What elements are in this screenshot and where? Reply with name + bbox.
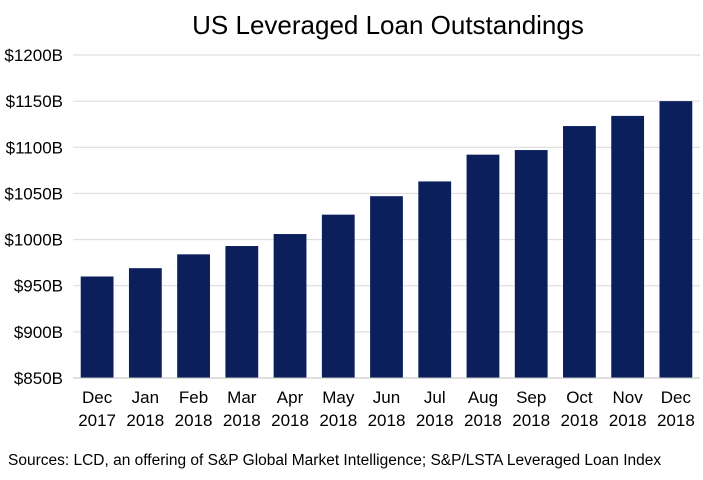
- bars: [80, 101, 693, 379]
- y-tick-label: $950B: [14, 277, 63, 296]
- bar: [177, 254, 210, 378]
- y-tick-label: $900B: [14, 323, 63, 342]
- bar: [611, 115, 645, 378]
- x-tick-label: May 2018: [319, 388, 357, 430]
- x-tick-label: Aug 2018: [464, 388, 502, 430]
- x-tick-label: Oct 2018: [561, 388, 599, 430]
- bar: [225, 246, 259, 378]
- x-axis-ticks: Dec 2017 Jan 2018 Feb 2018 Mar 2018 Apr 2018 May 20…: [78, 388, 695, 430]
- bar: [659, 101, 693, 379]
- bar: [80, 276, 114, 378]
- x-tick-label: Dec 2018: [657, 388, 695, 430]
- y-tick-label: $1200B: [4, 46, 63, 65]
- x-tick-label: Nov 2018: [609, 388, 647, 430]
- y-tick-label: $1000B: [4, 231, 63, 250]
- x-tick-label: Mar 2018: [223, 388, 261, 430]
- x-tick-label: Feb 2018: [175, 388, 213, 430]
- bar: [514, 150, 548, 378]
- y-tick-label: $1150B: [6, 92, 63, 111]
- source-note: Sources: LCD, an offering of S&P Global …: [8, 452, 662, 469]
- bar: [466, 154, 500, 378]
- chart-title: US Leveraged Loan Outstandings: [192, 10, 584, 40]
- x-tick-label: Dec 2017: [78, 388, 116, 430]
- x-tick-label: Sep 2018: [512, 388, 550, 430]
- bar: [321, 214, 355, 378]
- bar: [418, 181, 452, 378]
- bar: [563, 126, 596, 378]
- y-axis-ticks: $850B $900B $950B $1000B $1050B $1100B $1150B $…: [4, 46, 63, 388]
- x-tick-label: Jun 2018: [368, 388, 406, 430]
- bar: [370, 196, 403, 378]
- y-tick-label: $1100B: [6, 138, 63, 157]
- x-tick-label: Apr 2018: [271, 388, 309, 430]
- x-tick-label: Jan 2018: [126, 388, 164, 430]
- y-tick-label: $850B: [14, 369, 63, 388]
- y-tick-label: $1050B: [4, 184, 63, 203]
- bar: [128, 268, 162, 378]
- bar: [273, 234, 307, 378]
- x-tick-label: Jul 2018: [416, 388, 454, 430]
